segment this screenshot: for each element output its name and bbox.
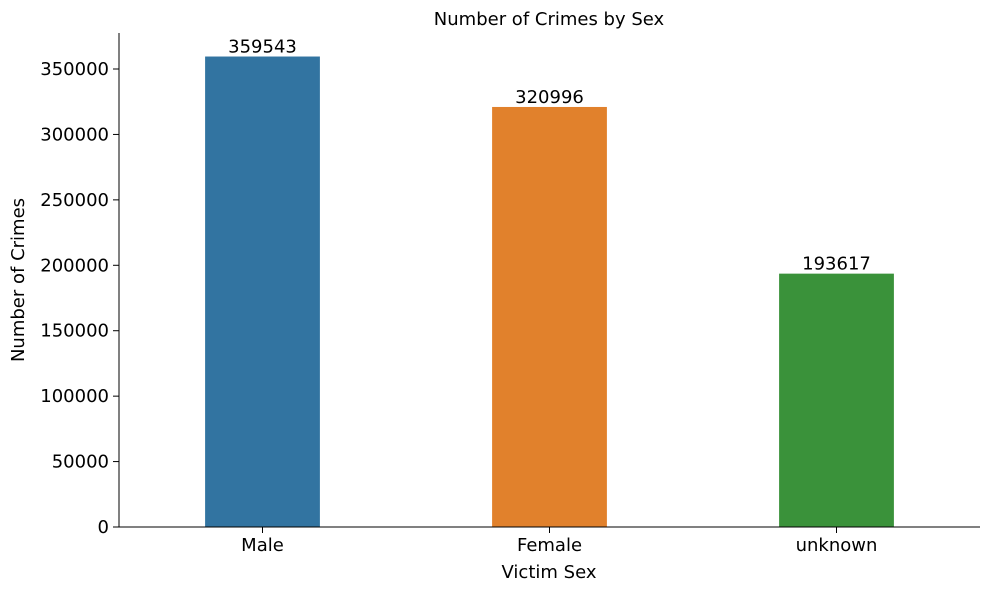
y-tick-label: 300000 bbox=[40, 124, 109, 145]
y-tick-label: 100000 bbox=[40, 386, 109, 407]
y-tick-label: 150000 bbox=[40, 321, 109, 342]
y-tick-label: 200000 bbox=[40, 255, 109, 276]
x-axis-ticks: Male Female unknown bbox=[241, 527, 877, 556]
x-axis-label: Victim Sex bbox=[502, 562, 597, 583]
bars-layer bbox=[205, 56, 894, 527]
data-labels-layer: 359543 320996 193617 bbox=[228, 37, 871, 275]
bar-male bbox=[205, 56, 320, 527]
y-tick-label: 0 bbox=[98, 517, 109, 538]
x-tick-label-female: Female bbox=[517, 535, 582, 556]
y-axis-ticks: 0 50000 100000 150000 200000 250000 300000 3500… bbox=[40, 59, 119, 538]
bar-unknown bbox=[779, 273, 894, 527]
y-axis-label: Number of Crimes bbox=[8, 198, 29, 362]
data-label-unknown: 193617 bbox=[802, 254, 871, 275]
x-tick-label-unknown: unknown bbox=[796, 535, 878, 556]
x-tick-label-male: Male bbox=[241, 535, 284, 556]
y-tick-label: 250000 bbox=[40, 190, 109, 211]
chart-title: Number of Crimes by Sex bbox=[434, 9, 665, 30]
data-label-male: 359543 bbox=[228, 37, 297, 58]
y-tick-label: 350000 bbox=[40, 59, 109, 80]
bar-female bbox=[492, 106, 607, 527]
data-label-female: 320996 bbox=[515, 87, 584, 108]
y-tick-label: 50000 bbox=[52, 452, 109, 473]
